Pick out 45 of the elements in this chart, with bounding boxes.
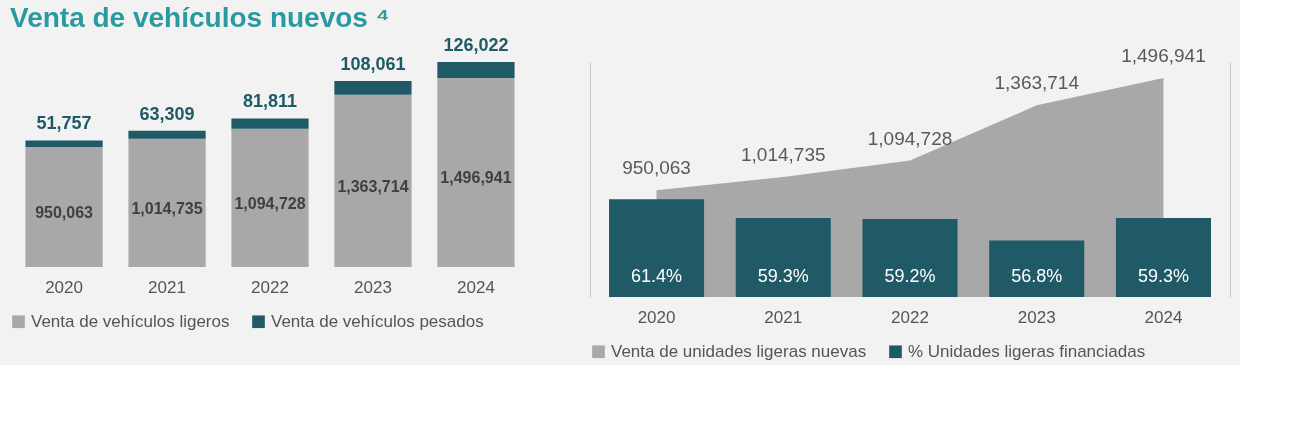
x-tick-label: 2022 — [251, 277, 289, 297]
bar — [25, 147, 103, 267]
data-label: 1,496,941 — [440, 169, 512, 187]
bar — [128, 138, 206, 267]
data-label: 1,363,714 — [337, 177, 409, 195]
data-label: 81,811 — [242, 91, 298, 112]
bar — [231, 128, 309, 267]
data-label: 1,094,728 — [867, 127, 953, 149]
data-label: 126,022 — [443, 35, 509, 55]
bar — [231, 118, 309, 129]
x-tick-label: 2024 — [1144, 307, 1183, 327]
data-label: 59.3% — [757, 266, 809, 286]
data-label: 51,757 — [36, 113, 92, 134]
bar — [437, 62, 515, 78]
chart-title: Venta de vehículos nuevos ⁴ — [10, 2, 390, 33]
data-label: 1,014,735 — [741, 143, 826, 165]
bar — [25, 140, 103, 147]
legend-label: Venta de unidades ligeras nuevas — [611, 341, 867, 361]
x-tick-label: 2023 — [354, 277, 392, 297]
data-label: 950,063 — [35, 204, 94, 221]
x-tick-label: 2023 — [1017, 307, 1056, 327]
legend-label: Venta de vehículos pesados — [271, 311, 484, 331]
data-label: 56.8% — [1011, 266, 1063, 286]
x-tick-label: 2021 — [764, 307, 803, 327]
x-tick-label: 2020 — [637, 307, 676, 327]
x-tick-label: 2021 — [148, 277, 186, 297]
data-label: 61.4% — [631, 266, 683, 286]
data-label: 1,094,728 — [234, 194, 306, 212]
bar — [334, 81, 412, 95]
data-label: 59.2% — [884, 266, 936, 286]
x-tick-label: 2020 — [45, 277, 83, 297]
data-label: 59.3% — [1137, 266, 1189, 286]
data-label: 950,063 — [622, 157, 691, 179]
data-label: 63,309 — [139, 103, 195, 124]
data-label: 108,061 — [340, 54, 406, 75]
data-label: 1,363,714 — [994, 72, 1080, 94]
x-tick-label: 2024 — [457, 277, 495, 297]
data-label: 1,014,735 — [131, 199, 203, 217]
bar — [437, 77, 515, 267]
bar — [128, 130, 206, 139]
x-tick-label: 2022 — [891, 307, 929, 327]
legend-label: % Unidades ligeras financiadas — [908, 341, 1146, 361]
data-label: 1,496,941 — [1121, 45, 1206, 67]
legend-label: Venta de vehículos ligeros — [31, 311, 230, 331]
bar — [334, 94, 412, 267]
